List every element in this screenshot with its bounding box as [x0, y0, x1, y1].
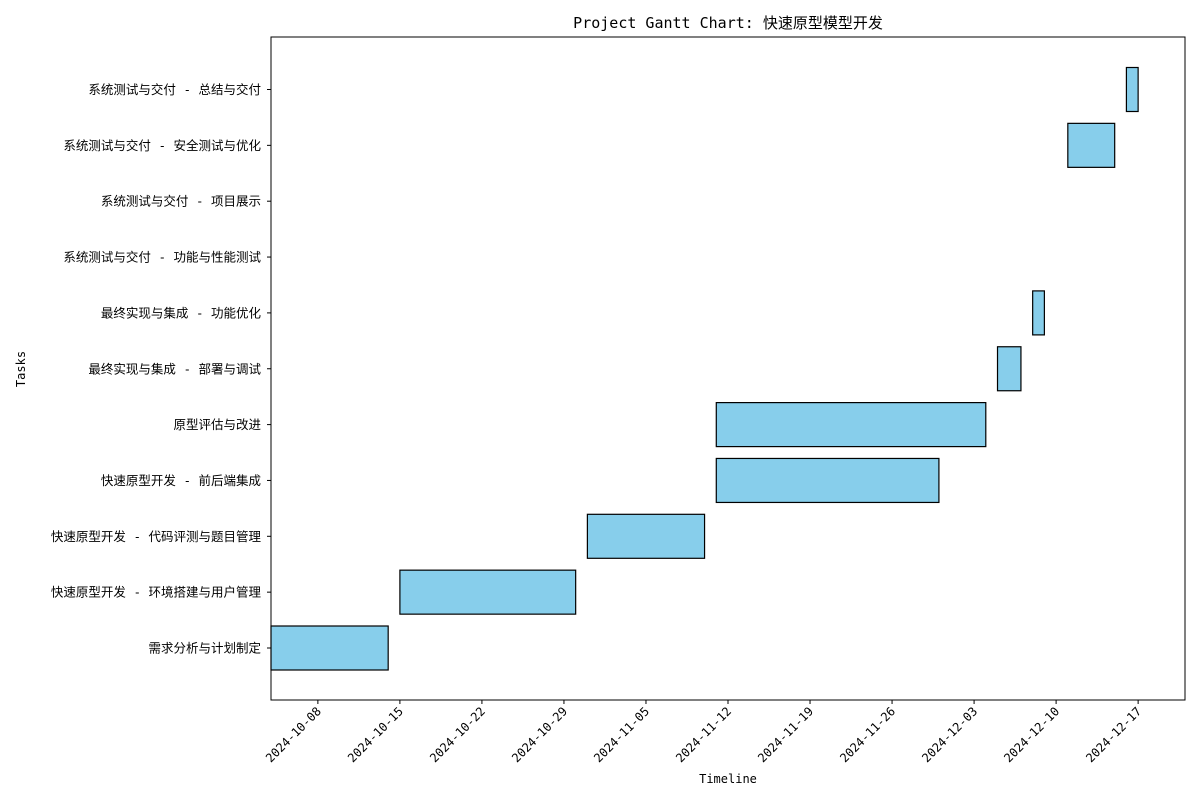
y-tick-label: 系统测试与交付 - 总结与交付 — [88, 82, 261, 97]
gantt-bar — [270, 625, 389, 671]
y-tick-label: 系统测试与交付 - 项目展示 — [101, 194, 261, 209]
y-tick-label: 快速原型开发 - 前后端集成 — [101, 473, 261, 488]
y-tick-label: 快速原型开发 - 环境搭建与用户管理 — [51, 585, 262, 600]
gantt-bar — [996, 346, 1022, 392]
bars-layer — [270, 66, 1139, 671]
chart-title: Project Gantt Chart: 快速原型模型开发 — [573, 14, 883, 32]
y-tick-label: 原型评估与改进 — [173, 417, 261, 432]
y-tick-label: 需求分析与计划制定 — [148, 641, 261, 656]
x-axis-label: Timeline — [699, 772, 757, 786]
y-axis-label: Tasks — [14, 351, 28, 387]
plot-frame — [270, 36, 1186, 701]
gantt-bar — [715, 457, 940, 504]
gantt-bar — [1067, 122, 1116, 168]
gantt-bar — [586, 513, 706, 559]
gantt-bar — [1125, 66, 1139, 113]
y-tick-label: 系统测试与交付 - 安全测试与优化 — [63, 138, 261, 153]
y-tick-label: 最终实现与集成 - 部署与调试 — [88, 361, 261, 376]
gantt-bar — [1032, 290, 1045, 336]
y-tick-label: 系统测试与交付 - 功能与性能测试 — [63, 250, 261, 265]
gantt-bar — [399, 569, 577, 615]
y-tick-label: 快速原型开发 - 代码评测与题目管理 — [51, 529, 262, 544]
gantt-bar — [715, 402, 987, 448]
y-tick-label: 最终实现与集成 - 功能优化 — [101, 305, 262, 320]
